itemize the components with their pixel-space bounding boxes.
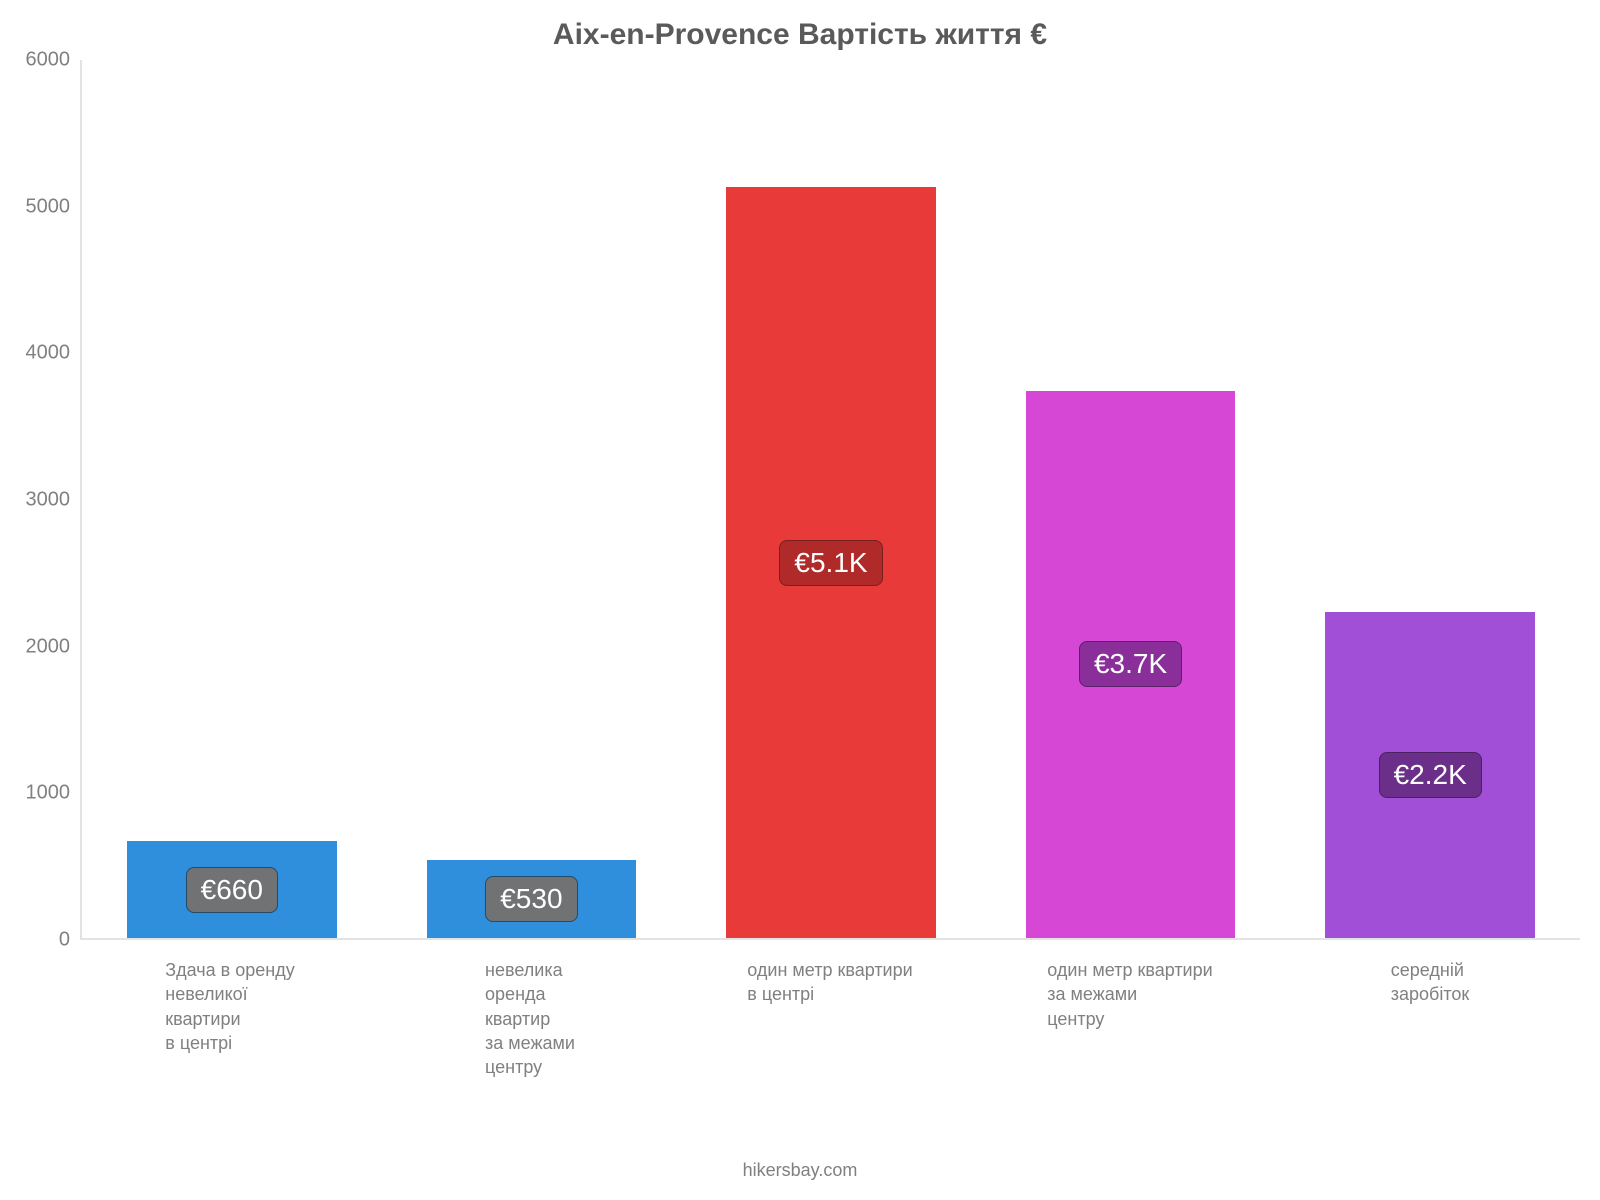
x-label: невелика оренда квартир за межами центру <box>485 958 575 1079</box>
bar: €3.7K <box>1026 391 1236 938</box>
y-tick-label: 5000 <box>10 195 70 218</box>
x-label-slot: один метр квартири в центрі <box>680 958 980 1079</box>
x-label-slot: середній заробіток <box>1280 958 1580 1079</box>
bar-slot: €660 <box>82 60 382 938</box>
x-label: Здача в оренду невеликої квартири в цент… <box>165 958 294 1079</box>
bar-slot: €530 <box>382 60 682 938</box>
x-axis-labels: Здача в оренду невеликої квартири в цент… <box>80 958 1580 1079</box>
plot-area: €660 €530 €5.1K €3.7K €2.2K <box>80 60 1580 940</box>
y-tick-label: 3000 <box>10 489 70 512</box>
x-label-slot: невелика оренда квартир за межами центру <box>380 958 680 1079</box>
x-label-slot: один метр квартири за межами центру <box>980 958 1280 1079</box>
x-label: середній заробіток <box>1391 958 1470 1079</box>
bar: €5.1K <box>726 187 936 938</box>
value-badge: €5.1K <box>779 540 882 586</box>
value-badge: €660 <box>186 867 278 913</box>
attribution: hikersbay.com <box>0 1160 1600 1181</box>
y-tick-label: 4000 <box>10 342 70 365</box>
cost-of-living-chart: Aix-en-Provence Вартість життя € €660 €53… <box>0 0 1600 1200</box>
value-badge: €530 <box>485 876 577 922</box>
value-badge: €3.7K <box>1079 641 1182 687</box>
bar-slot: €3.7K <box>981 60 1281 938</box>
y-tick-label: 0 <box>10 929 70 952</box>
bar: €2.2K <box>1325 612 1535 938</box>
bar-slot: €5.1K <box>681 60 981 938</box>
y-tick-label: 2000 <box>10 635 70 658</box>
bars-container: €660 €530 €5.1K €3.7K €2.2K <box>82 60 1580 938</box>
bar: €660 <box>127 841 337 938</box>
y-tick-label: 6000 <box>10 49 70 72</box>
bar: €530 <box>427 860 637 938</box>
x-label: один метр квартири в центрі <box>747 958 912 1079</box>
x-label-slot: Здача в оренду невеликої квартири в цент… <box>80 958 380 1079</box>
value-badge: €2.2K <box>1379 752 1482 798</box>
y-tick-label: 1000 <box>10 782 70 805</box>
bar-slot: €2.2K <box>1280 60 1580 938</box>
chart-title: Aix-en-Provence Вартість життя € <box>0 18 1600 52</box>
x-label: один метр квартири за межами центру <box>1047 958 1212 1079</box>
